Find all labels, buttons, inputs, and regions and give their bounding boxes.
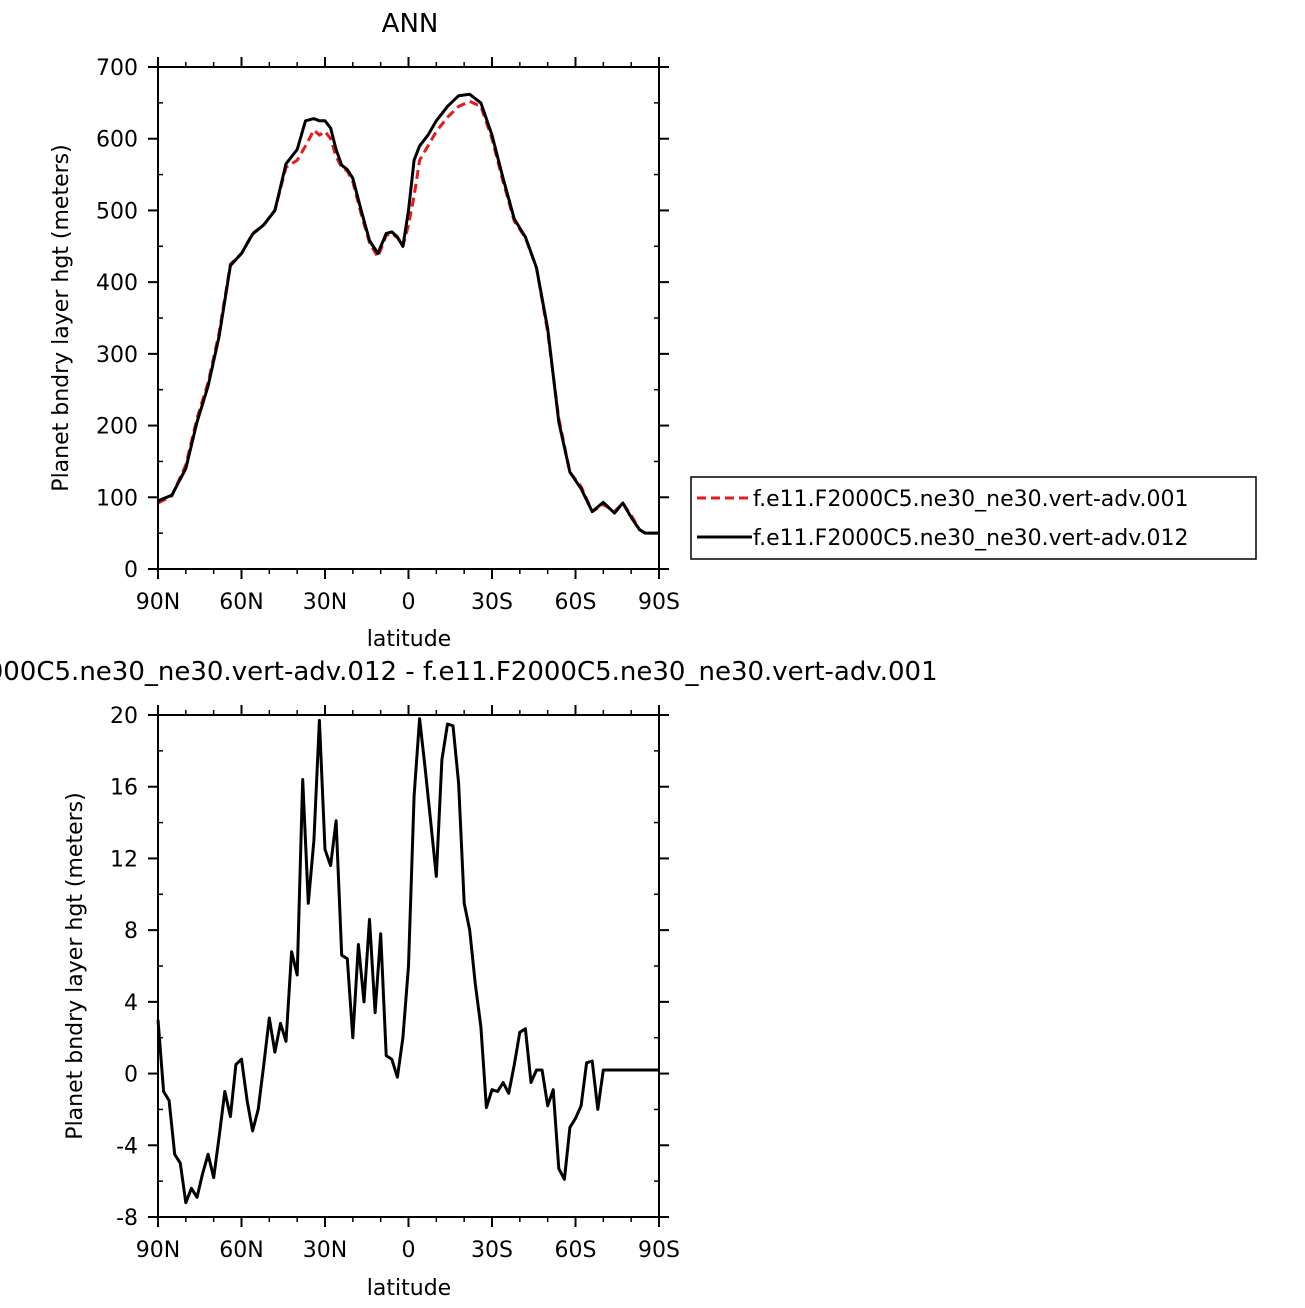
series-line-012	[157, 92, 659, 535]
x-tick-label: 60S	[555, 590, 597, 615]
y-tick-labels: 0 100 200 300 400 500 600 700	[96, 56, 138, 583]
x-tick-label: 90N	[136, 590, 180, 615]
y-tick-label: 300	[96, 343, 138, 368]
x-tick-label: 90S	[638, 590, 680, 615]
legend-box	[690, 476, 1257, 560]
legend: f.e11.F2000C5.ne30_ne30.vert-adv.001 f.e…	[690, 476, 1257, 560]
y-axis-label: Planet bndry layer hgt (meters)	[63, 792, 88, 1139]
y-tick-label: 700	[96, 56, 138, 81]
plot-area	[157, 92, 659, 535]
y-axis-label: Planet bndry layer hgt (meters)	[49, 144, 74, 491]
y-tick-label: 400	[96, 271, 138, 296]
y-tick-label: 4	[124, 991, 138, 1016]
x-tick-label: 0	[402, 1238, 416, 1263]
y-tick-label: 12	[110, 847, 138, 872]
x-tick-label: 90S	[638, 1238, 680, 1263]
y-tick-label: 100	[96, 486, 138, 511]
y-tick-label: 0	[124, 558, 138, 583]
y-tick-label: -8	[116, 1206, 138, 1231]
legend-label-012: f.e11.F2000C5.ne30_ne30.vert-adv.012	[753, 526, 1189, 551]
y-tick-label: -4	[116, 1134, 138, 1159]
y-tick-label: 500	[96, 199, 138, 224]
tick-marks	[148, 57, 669, 579]
y-tick-label: 0	[124, 1063, 138, 1088]
x-tick-label: 30N	[303, 590, 347, 615]
x-tick-label: 60N	[219, 590, 263, 615]
x-tick-label: 90N	[136, 1238, 180, 1263]
plot-frame	[157, 66, 660, 570]
x-tick-label: 30S	[471, 590, 513, 615]
series-line-001	[157, 99, 659, 535]
x-axis-label: latitude	[367, 627, 451, 652]
y-tick-label: 600	[96, 128, 138, 153]
difference-title: f.e11.F2000C5.ne30_ne30.vert-adv.012 - f…	[0, 657, 938, 687]
y-tick-label: 20	[110, 704, 138, 729]
x-tick-label: 0	[402, 590, 416, 615]
y-tick-label: 8	[124, 919, 138, 944]
x-tick-labels: 90N 60N 30N 0 30S 60S 90S	[136, 1238, 680, 1263]
x-tick-label: 30N	[303, 1238, 347, 1263]
y-tick-label: 16	[110, 776, 138, 801]
chart-bottom: f.e11.F2000C5.ne30_ne30.vert-adv.012 - f…	[0, 657, 938, 1301]
x-tick-label: 60S	[555, 1238, 597, 1263]
series-line-difference	[156, 717, 659, 1205]
y-tick-labels: -8 -4 0 4 8 12 16 20	[110, 704, 138, 1231]
legend-label-001: f.e11.F2000C5.ne30_ne30.vert-adv.001	[753, 487, 1189, 512]
x-tick-labels: 90N 60N 30N 0 30S 60S 90S	[136, 590, 680, 615]
x-tick-label: 30S	[471, 1238, 513, 1263]
chart-title: ANN	[382, 9, 439, 39]
plot-frame	[157, 714, 660, 1218]
x-axis-label: latitude	[367, 1276, 451, 1301]
chart-top: ANN 0 100 200 300 400 500 600 700 90N 60N 30N 0 30S…	[49, 9, 680, 652]
y-tick-label: 200	[96, 415, 138, 440]
x-tick-label: 60N	[219, 1238, 263, 1263]
plot-area	[156, 717, 659, 1205]
